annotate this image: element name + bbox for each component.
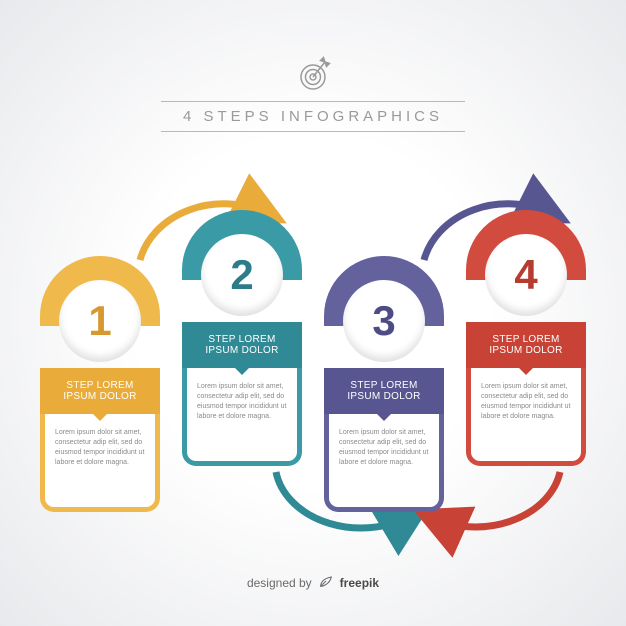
step-number-disc: 2 xyxy=(201,234,283,316)
attribution-prefix: designed by xyxy=(247,576,312,590)
step-1: 1 STEP LOREM IPSUM DOLORLorem ipsum dolor… xyxy=(40,256,160,512)
header: 4 STEPS INFOGRAPHICS xyxy=(161,56,465,132)
step-arch: 1 xyxy=(40,256,160,326)
page-title: 4 STEPS INFOGRAPHICS xyxy=(183,108,443,125)
step-number-disc: 1 xyxy=(59,280,141,362)
step-arch: 2 xyxy=(182,210,302,280)
step-number: 3 xyxy=(372,300,395,342)
step-body: Lorem ipsum dolor sit amet, consectetur … xyxy=(324,414,444,512)
steps-row: 1STEP LOREM IPSUM DOLORLorem ipsum dolor… xyxy=(40,210,586,512)
step-number: 1 xyxy=(88,300,111,342)
step-number: 2 xyxy=(230,254,253,296)
step-2: 2 STEP LOREM IPSUM DOLORLorem ipsum dolor… xyxy=(182,210,302,512)
step-label: STEP LOREM IPSUM DOLOR xyxy=(182,322,302,368)
step-arch: 4 xyxy=(466,210,586,280)
step-body: Lorem ipsum dolor sit amet, consectetur … xyxy=(466,368,586,466)
step-arch: 3 xyxy=(324,256,444,326)
title-rule: 4 STEPS INFOGRAPHICS xyxy=(161,101,465,132)
step-4: 4 STEP LOREM IPSUM DOLORLorem ipsum dolor… xyxy=(466,210,586,512)
step-label: STEP LOREM IPSUM DOLOR xyxy=(40,368,160,414)
step-number-disc: 4 xyxy=(485,234,567,316)
attribution: designed by freepik xyxy=(247,573,379,592)
step-body: Lorem ipsum dolor sit amet, consectetur … xyxy=(182,368,302,466)
step-label: STEP LOREM IPSUM DOLOR xyxy=(466,322,586,368)
step-body: Lorem ipsum dolor sit amet, consectetur … xyxy=(40,414,160,512)
target-icon xyxy=(295,56,331,97)
step-number: 4 xyxy=(514,254,537,296)
leaf-icon xyxy=(318,573,334,592)
step-3: 3 STEP LOREM IPSUM DOLORLorem ipsum dolor… xyxy=(324,256,444,512)
step-label: STEP LOREM IPSUM DOLOR xyxy=(324,368,444,414)
attribution-brand: freepik xyxy=(340,576,379,590)
step-number-disc: 3 xyxy=(343,280,425,362)
